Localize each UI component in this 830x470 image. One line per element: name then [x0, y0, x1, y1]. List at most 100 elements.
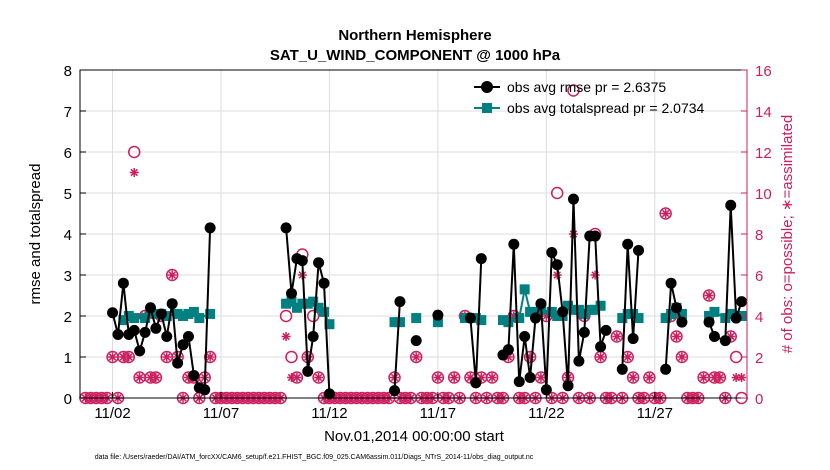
left-y-tick-label: 0 [64, 391, 72, 408]
totalspread-point [411, 313, 422, 324]
totalspread-point [205, 308, 216, 319]
obs-assimilated-point [737, 373, 747, 382]
obs-possible-point [165, 268, 179, 282]
totalspread-point [563, 300, 574, 311]
rmse-point [671, 302, 683, 314]
rmse-point [676, 316, 688, 328]
obs-assimilated-point [433, 373, 443, 382]
obs-assimilated-point [503, 352, 513, 362]
rmse-point [394, 296, 406, 308]
rmse-point [128, 324, 140, 336]
totalspread-point [129, 313, 140, 324]
x-tick-label: 11/22 [528, 405, 564, 422]
obs-assimilated-point [709, 373, 719, 382]
totalspread-point [302, 298, 313, 309]
chart-subtitle: SAT_U_WIND_COMPONENT @ 1000 hPa [270, 47, 561, 64]
totalspread-point [709, 306, 720, 317]
totalspread-point [725, 308, 736, 319]
legend-spread-label: obs avg totalspread pr = 2.0734 [507, 100, 705, 116]
x-tick-label: 11/17 [420, 405, 456, 422]
obs-possible-point [447, 371, 461, 384]
totalspread-point [281, 298, 292, 309]
right-y-axis-label: # of obs: o=possible; ∗=assimilated [779, 115, 796, 354]
right-y-tick-label: 16 [755, 63, 772, 80]
x-axis: 11/02 11/07 11/12 11/17 11/22 11/27 [94, 392, 673, 422]
totalspread-point [286, 296, 297, 307]
rmse-point [172, 357, 184, 369]
rmse-point [199, 384, 211, 396]
obs-assimilated-point [672, 332, 682, 341]
obs-possible-point [312, 371, 325, 384]
rmse-point [112, 328, 124, 340]
rmse-point [600, 324, 612, 336]
rmse-point [475, 253, 487, 265]
totalspread-point [291, 302, 302, 313]
right-y-tick-label: 0 [755, 391, 763, 408]
rmse-point [470, 377, 482, 389]
obs-assimilated-point [108, 352, 118, 362]
x-tick-label: 11/02 [94, 405, 130, 422]
left-y-tick-label: 2 [64, 309, 72, 326]
rmse-point [296, 255, 308, 267]
obs-assimilated-point [205, 352, 215, 362]
obs-assimilated-point [449, 373, 459, 382]
totalspread-point [432, 317, 443, 328]
obs-assimilated-point [145, 373, 155, 382]
rmse-point [432, 309, 444, 321]
obs-assimilated-point [661, 209, 671, 218]
totalspread-point [530, 306, 541, 317]
obs-possible-point [550, 186, 564, 200]
rmse-point [578, 326, 590, 338]
obs-assimilated-point [552, 270, 562, 280]
obs-assimilated-point [183, 373, 193, 382]
rmse-point [665, 277, 677, 289]
rmse-point [302, 365, 314, 377]
rmse-point [204, 222, 216, 234]
rmse-point [502, 344, 514, 356]
legend: obs avg rmse pr = 2.6375 obs avg totalsp… [474, 79, 705, 116]
right-y-tick-label: 8 [755, 227, 763, 244]
left-y-tick-label: 8 [64, 63, 72, 80]
rmse-point [530, 312, 542, 324]
rmse-point [117, 277, 129, 289]
obs-assimilated-point [612, 332, 622, 341]
totalspread-point [552, 311, 563, 321]
totalspread-point [573, 304, 584, 315]
obs-assimilated-point [476, 373, 486, 382]
rmse-point [622, 238, 634, 250]
obs-possible-point [279, 309, 293, 323]
obs-assimilated-point [699, 373, 709, 382]
rmse-point [166, 298, 178, 310]
legend-rmse-marker [481, 81, 493, 93]
left-y-tick-label: 7 [64, 104, 72, 121]
obs-assimilated-point [590, 270, 600, 280]
obs-assimilated-point [129, 168, 139, 177]
obs-assimilated-point [677, 352, 687, 362]
rmse-point [595, 341, 607, 353]
totalspread-point [584, 304, 595, 315]
rmse-point [519, 331, 531, 342]
rmse-point [513, 376, 525, 388]
rmse-point [535, 298, 547, 310]
totalspread-point [194, 313, 205, 324]
right-y-tick-label: 6 [755, 268, 763, 285]
x-tick-label: 11/07 [203, 405, 239, 422]
rmse-point [616, 363, 628, 375]
obs-assimilated-point [135, 373, 145, 382]
rmse-point [524, 372, 536, 383]
totalspread-point [503, 317, 514, 328]
obs-assimilated-point [536, 373, 546, 382]
obs-assimilated-point [731, 373, 741, 382]
rmse-point [736, 296, 748, 308]
rmse-point [719, 335, 731, 347]
rmse-point [703, 316, 715, 328]
obs-assimilated-point [509, 311, 519, 321]
rmse-point [280, 222, 292, 234]
rmse-point [285, 287, 297, 299]
obs-possible-point [431, 371, 445, 384]
obs-possible-point [409, 350, 423, 364]
rmse-point [573, 355, 585, 367]
obs-assimilated-point [286, 373, 296, 382]
obs-possible-point [306, 309, 320, 323]
